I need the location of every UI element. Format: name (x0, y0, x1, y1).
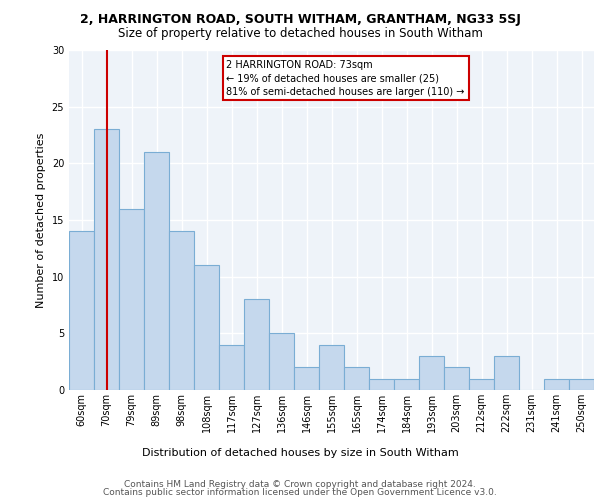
Bar (369, 378, 394, 390)
Bar (444, 368, 469, 390)
Bar (544, 378, 569, 390)
Bar (119, 208, 144, 390)
Text: Contains public sector information licensed under the Open Government Licence v3: Contains public sector information licen… (103, 488, 497, 497)
Text: Size of property relative to detached houses in South Witham: Size of property relative to detached ho… (118, 28, 482, 40)
Bar (569, 378, 594, 390)
Text: 2 HARRINGTON ROAD: 73sqm
← 19% of detached houses are smaller (25)
81% of semi-d: 2 HARRINGTON ROAD: 73sqm ← 19% of detach… (227, 60, 465, 96)
Bar (244, 300, 269, 390)
Bar (394, 378, 419, 390)
Text: Distribution of detached houses by size in South Witham: Distribution of detached houses by size … (142, 448, 458, 458)
Bar (69, 232, 94, 390)
Bar (419, 356, 444, 390)
Bar (294, 368, 319, 390)
Bar (219, 344, 244, 390)
Bar (494, 356, 519, 390)
Y-axis label: Number of detached properties: Number of detached properties (36, 132, 46, 308)
Bar (194, 266, 219, 390)
Bar (469, 378, 494, 390)
Bar (169, 232, 194, 390)
Bar (144, 152, 169, 390)
Bar (344, 368, 369, 390)
Bar (269, 334, 294, 390)
Text: Contains HM Land Registry data © Crown copyright and database right 2024.: Contains HM Land Registry data © Crown c… (124, 480, 476, 489)
Bar (319, 344, 344, 390)
Bar (94, 130, 119, 390)
Text: 2, HARRINGTON ROAD, SOUTH WITHAM, GRANTHAM, NG33 5SJ: 2, HARRINGTON ROAD, SOUTH WITHAM, GRANTH… (80, 12, 520, 26)
